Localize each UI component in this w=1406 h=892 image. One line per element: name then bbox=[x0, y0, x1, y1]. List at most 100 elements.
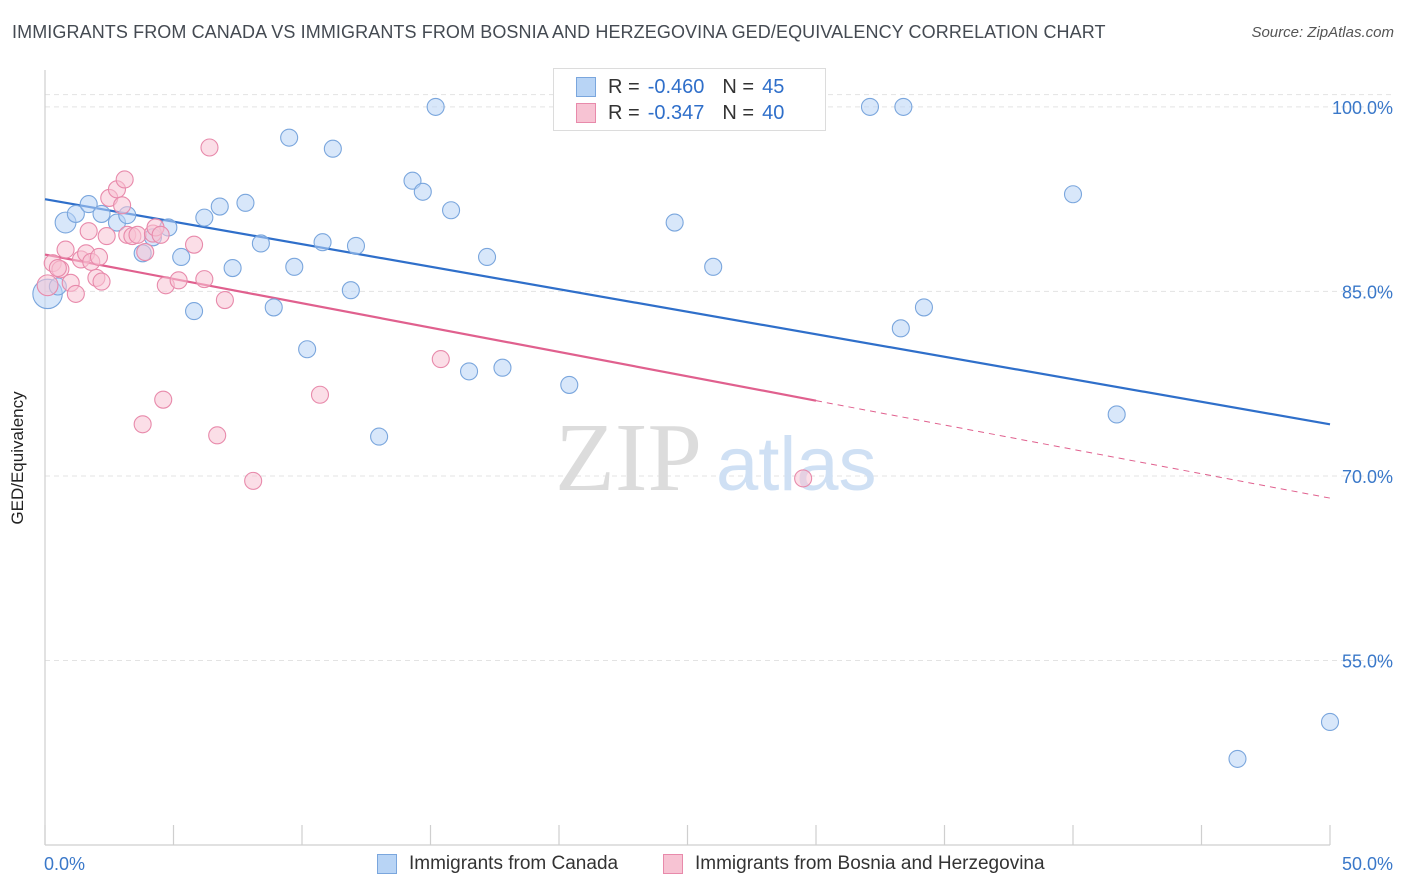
canada-point bbox=[172, 247, 191, 267]
bosnia-point bbox=[92, 272, 111, 291]
canada-point bbox=[560, 375, 579, 394]
canada-point bbox=[251, 234, 270, 253]
gridlines bbox=[45, 94, 1392, 661]
watermark-atlas: atlas bbox=[716, 422, 877, 507]
canada-point bbox=[477, 247, 497, 267]
canada-point bbox=[1320, 712, 1340, 732]
x-tick-label: 50.0% bbox=[1342, 854, 1393, 874]
bosnia-point bbox=[97, 227, 116, 246]
data-points bbox=[32, 97, 1340, 768]
canada-point bbox=[493, 358, 512, 377]
bosnia-legend-swatch bbox=[663, 854, 683, 874]
canada-point bbox=[914, 298, 933, 317]
watermark: ZIP atlas bbox=[555, 404, 877, 512]
bosnia-point bbox=[151, 225, 170, 244]
canada-legend-swatch bbox=[377, 854, 397, 874]
bosnia-point bbox=[36, 274, 59, 297]
bosnia-point bbox=[794, 469, 813, 488]
bosnia-point bbox=[185, 235, 204, 254]
bosnia-point bbox=[431, 350, 450, 369]
canada-point bbox=[264, 298, 283, 317]
y-tick-label: 85.0% bbox=[1342, 282, 1393, 302]
canada-point bbox=[426, 97, 445, 116]
tick-labels: 55.0% 70.0% 85.0% 100.0% 0.0% 50.0% bbox=[44, 98, 1393, 874]
canada-r-label: R = bbox=[608, 75, 640, 98]
canada-point bbox=[403, 171, 422, 190]
canada-point bbox=[442, 201, 461, 220]
y-tick-label: 55.0% bbox=[1342, 651, 1393, 671]
bosnia-swatch bbox=[576, 103, 596, 123]
y-tick-label: 70.0% bbox=[1342, 467, 1393, 487]
canada-point bbox=[323, 139, 342, 158]
watermark-zip: ZIP bbox=[555, 404, 702, 512]
canada-legend-label: Immigrants from Canada bbox=[409, 853, 619, 874]
canada-point bbox=[92, 204, 111, 223]
canada-point bbox=[370, 427, 389, 446]
canada-point bbox=[79, 195, 98, 214]
x-tick-label: 0.0% bbox=[44, 854, 85, 874]
canada-point bbox=[413, 182, 432, 201]
bosnia-point bbox=[244, 471, 263, 490]
bosnia-point bbox=[195, 270, 214, 289]
trendline-solid bbox=[44, 198, 1331, 426]
bosnia-n-value: 40 bbox=[762, 101, 785, 124]
bosnia-point bbox=[128, 225, 147, 244]
canada-point bbox=[236, 193, 255, 212]
canada-point bbox=[665, 213, 684, 232]
canada-point bbox=[341, 281, 360, 300]
canada-n-value: 45 bbox=[762, 75, 785, 98]
bosnia-legend-label: Immigrants from Bosnia and Herzegovina bbox=[695, 853, 1045, 874]
canada-point bbox=[894, 97, 913, 116]
bosnia-point bbox=[208, 426, 227, 445]
legend-row-canada: R = -0.460 N = 45 bbox=[576, 75, 784, 99]
canada-point bbox=[223, 259, 242, 278]
canada-point bbox=[704, 257, 723, 276]
canada-swatch bbox=[576, 77, 596, 97]
bosnia-point bbox=[136, 243, 155, 262]
bosnia-point bbox=[169, 271, 188, 290]
bosnia-point bbox=[113, 196, 132, 215]
canada-point bbox=[860, 97, 880, 116]
bosnia-r-label: R = bbox=[608, 101, 640, 124]
canada-point bbox=[210, 197, 229, 216]
canada-point bbox=[66, 204, 85, 223]
bosnia-point bbox=[48, 259, 67, 278]
bosnia-point bbox=[310, 385, 330, 404]
legend-item-bosnia: Immigrants from Bosnia and Herzegovina bbox=[663, 851, 1045, 877]
trendline-solid bbox=[44, 253, 817, 402]
bosnia-n-label: N = bbox=[722, 101, 755, 124]
canada-point bbox=[285, 257, 304, 276]
bosnia-point bbox=[89, 247, 109, 267]
canada-r-value: -0.460 bbox=[647, 75, 705, 98]
canada-point bbox=[459, 362, 479, 381]
canada-point bbox=[1228, 749, 1247, 768]
canada-point bbox=[346, 236, 366, 255]
canada-point bbox=[185, 302, 204, 321]
canada-point bbox=[891, 319, 910, 338]
canada-point bbox=[280, 128, 299, 147]
canada-point bbox=[195, 208, 214, 227]
canada-point bbox=[313, 233, 332, 252]
bosnia-point bbox=[133, 415, 152, 434]
bosnia-point bbox=[56, 240, 75, 259]
canada-point bbox=[1107, 405, 1126, 424]
legend-row-bosnia: R = -0.347 N = 40 bbox=[576, 101, 784, 125]
trendline-dashed bbox=[815, 400, 1331, 499]
bosnia-point bbox=[115, 170, 134, 189]
legend-item-canada: Immigrants from Canada bbox=[377, 851, 618, 877]
bosnia-point bbox=[79, 222, 98, 241]
canada-point bbox=[1063, 185, 1083, 204]
source-credit: Source: ZipAtlas.com bbox=[1251, 24, 1394, 41]
bosnia-point bbox=[215, 290, 234, 310]
bosnia-point bbox=[154, 390, 173, 409]
canada-n-label: N = bbox=[722, 75, 755, 98]
bosnia-r-value: -0.347 bbox=[647, 101, 705, 124]
y-axis-label: GED/Equivalency bbox=[8, 391, 27, 525]
y-tick-label: 100.0% bbox=[1332, 98, 1393, 118]
bosnia-point bbox=[200, 138, 219, 157]
stats-legend: R = -0.460 N = 45 R = -0.347 N = 40 bbox=[553, 68, 826, 131]
chart-title: IMMIGRANTS FROM CANADA VS IMMIGRANTS FRO… bbox=[12, 22, 1106, 42]
canada-point bbox=[298, 340, 317, 359]
bosnia-point bbox=[66, 284, 85, 303]
